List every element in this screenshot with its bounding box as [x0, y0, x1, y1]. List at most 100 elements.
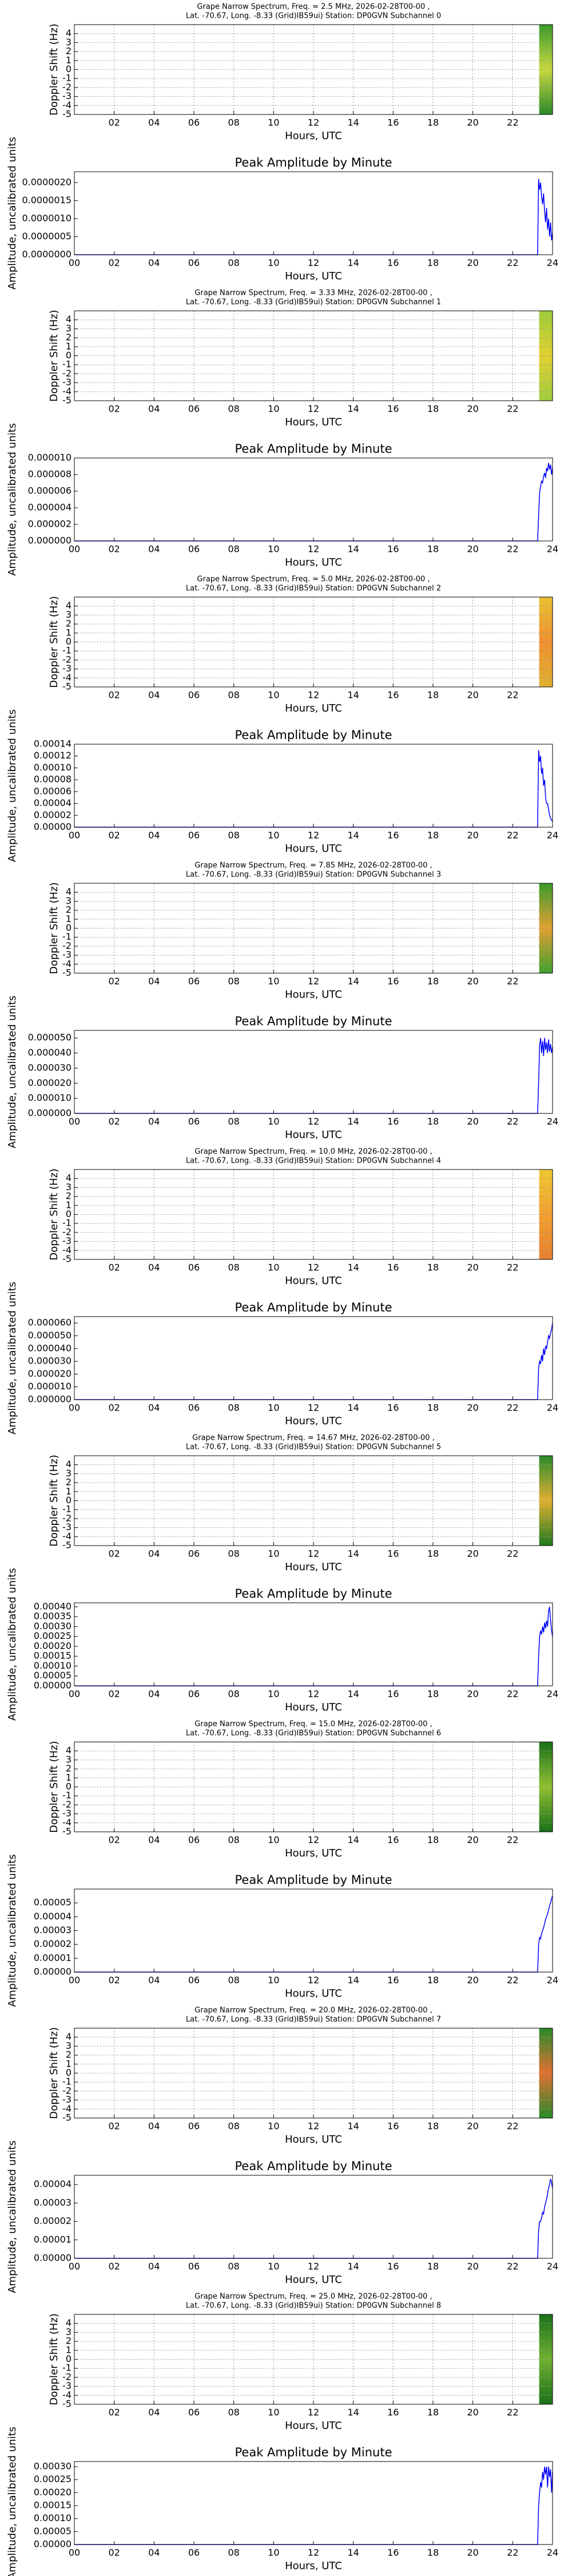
- x-tick-label: 06: [188, 2407, 200, 2418]
- chart-subtitle: Lat. -70.67, Long. -8.33 (Grid)IB59ui) S…: [186, 1443, 441, 1452]
- x-tick-label: 02: [108, 544, 120, 555]
- x-tick-label: 10: [268, 1402, 279, 1413]
- y-tick-label: 0.00001: [34, 1952, 72, 1963]
- y-tick-label: 0.00030: [34, 2461, 72, 2472]
- chart-title: Peak Amplitude by Minute: [235, 442, 392, 456]
- y-tick-label: -5: [62, 2112, 72, 2123]
- y-tick-label: 0.00008: [34, 774, 72, 785]
- amplitude-line: [74, 179, 553, 255]
- y-tick-label: -3: [62, 1522, 72, 1532]
- x-tick-label: 22: [507, 2261, 518, 2272]
- plot-frame: [74, 1030, 553, 1114]
- plot-frame: [74, 1455, 553, 1546]
- chart-title: Grape Narrow Spectrum, Freq. = 25.0 MHz,…: [194, 2293, 432, 2301]
- y-tick-label: 0.000010: [28, 1092, 72, 1103]
- y-tick-label: 0.00015: [34, 1650, 72, 1661]
- x-tick-label: 00: [69, 1975, 80, 1986]
- x-tick-label: 02: [108, 2261, 120, 2272]
- plot-frame: [74, 310, 553, 401]
- y-tick-label: 4: [66, 600, 72, 611]
- y-axis-label: Doppler Shift (Hz): [48, 1168, 60, 1261]
- x-tick-label: 22: [507, 1262, 518, 1273]
- amplitude-line: [74, 1895, 553, 1973]
- y-tick-label: 0.00025: [34, 1630, 72, 1641]
- y-tick-label: 0.000050: [28, 1032, 72, 1043]
- x-tick-label: 10: [268, 830, 279, 841]
- x-tick-label: 04: [148, 1689, 160, 1700]
- x-tick-label: 22: [507, 1116, 518, 1127]
- x-tick-label: 02: [108, 2407, 120, 2418]
- x-tick-label: 04: [148, 258, 160, 268]
- x-tick-label: 16: [387, 2407, 399, 2418]
- x-tick-label: 10: [268, 976, 279, 987]
- x-tick-label: 06: [188, 544, 200, 555]
- x-tick-label: 10: [268, 690, 279, 701]
- x-tick-label: 02: [108, 690, 120, 701]
- x-tick-label: 02: [108, 1402, 120, 1413]
- y-tick-label: 0: [66, 1781, 72, 1792]
- x-tick-label: 08: [228, 1548, 239, 1559]
- x-tick-label: 04: [148, 1975, 160, 1986]
- x-tick-label: 10: [268, 1116, 279, 1127]
- x-tick-label: 04: [148, 830, 160, 841]
- x-tick-label: 04: [148, 976, 160, 987]
- y-tick-label: -4: [62, 100, 72, 110]
- y-tick-label: -1: [62, 1504, 72, 1515]
- x-tick-label: 00: [69, 1116, 80, 1127]
- x-tick-label: 14: [347, 1689, 359, 1700]
- plot-frame: [74, 1602, 553, 1686]
- chart-title: Peak Amplitude by Minute: [235, 1587, 392, 1601]
- chart-title: Grape Narrow Spectrum, Freq. = 15.0 MHz,…: [194, 1720, 432, 1729]
- x-tick-label: 20: [467, 2547, 478, 2558]
- y-tick-label: 1: [66, 1199, 72, 1210]
- x-tick-label: 20: [467, 544, 478, 555]
- amplitude-line: [74, 2466, 553, 2545]
- x-tick-label: 02: [108, 1689, 120, 1700]
- x-tick-label: 12: [308, 690, 319, 701]
- x-tick-label: 16: [387, 2261, 399, 2272]
- x-tick-label: 14: [347, 1975, 359, 1986]
- x-tick-label: 18: [427, 690, 439, 701]
- x-axis-label: Hours, UTC: [285, 1275, 342, 1287]
- x-tick-label: 10: [268, 544, 279, 555]
- y-axis-label: Amplitude, uncalibrated units: [6, 995, 18, 1148]
- x-tick-label: 00: [69, 544, 80, 555]
- x-tick-label: 18: [427, 976, 439, 987]
- plot-frame: [74, 1888, 553, 1973]
- x-tick-label: 22: [507, 544, 518, 555]
- x-tick-label: 18: [427, 2547, 439, 2558]
- chart-subtitle: Lat. -70.67, Long. -8.33 (Grid)IB59ui) S…: [186, 2302, 441, 2310]
- y-tick-label: 0.0000000: [22, 249, 72, 260]
- y-tick-label: -4: [62, 1531, 72, 1542]
- spectrogram-data: [539, 1170, 553, 1259]
- y-tick-label: 0.000020: [28, 1368, 72, 1379]
- y-tick-label: 0.000040: [28, 1342, 72, 1353]
- x-tick-label: 10: [268, 258, 279, 268]
- y-tick-label: 3: [66, 609, 72, 620]
- amplitude-line: [74, 1606, 553, 1686]
- plot-frame: [74, 2175, 553, 2259]
- x-tick-label: 10: [268, 2121, 279, 2132]
- y-tick-label: 0.00000: [34, 2253, 72, 2263]
- plot-frame: [74, 1169, 553, 1260]
- y-tick-label: -4: [62, 386, 72, 397]
- x-tick-label: 04: [148, 117, 160, 128]
- y-tick-label: 0.00003: [34, 1925, 72, 1935]
- chart-subtitle: Lat. -70.67, Long. -8.33 (Grid)IB59ui) S…: [186, 12, 441, 21]
- y-tick-label: 0.000010: [28, 452, 72, 463]
- spectrogram-data: [539, 311, 553, 401]
- x-tick-label: 00: [69, 1689, 80, 1700]
- x-tick-label: 18: [427, 1975, 439, 1986]
- y-tick-label: 4: [66, 1745, 72, 1756]
- x-tick-label: 16: [387, 2121, 399, 2132]
- x-tick-label: 08: [228, 2547, 239, 2558]
- x-tick-label: 02: [108, 1116, 120, 1127]
- y-tick-label: 0.00015: [34, 2500, 72, 2511]
- x-axis-label: Hours, UTC: [285, 702, 342, 714]
- amplitude-line: [74, 1038, 553, 1114]
- y-tick-label: 1: [66, 1772, 72, 1783]
- y-tick-label: 0.00020: [34, 2487, 72, 2498]
- x-tick-label: 24: [547, 1116, 558, 1127]
- plot-frame: [74, 1316, 553, 1400]
- x-tick-label: 22: [507, 2407, 518, 2418]
